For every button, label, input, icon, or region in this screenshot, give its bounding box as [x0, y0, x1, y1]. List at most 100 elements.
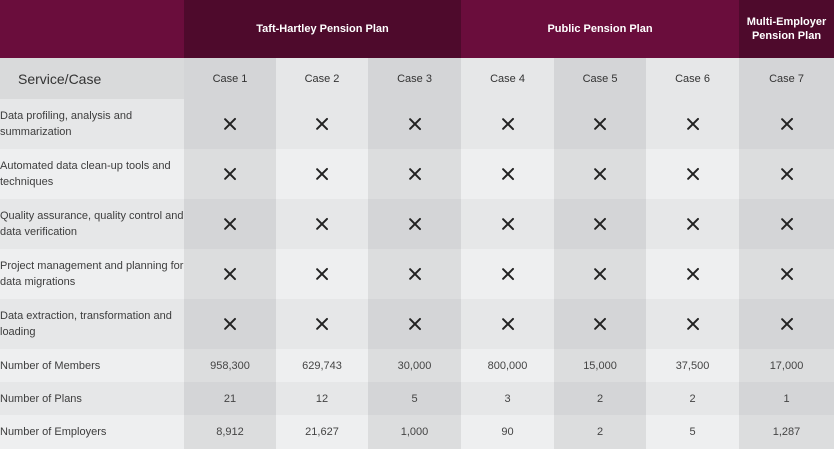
x-mark-icon	[223, 267, 237, 281]
mark-cell	[461, 149, 555, 199]
service-case-header: Service/Case	[0, 58, 184, 99]
x-mark-icon	[780, 117, 794, 131]
metric-label: Number of Members	[0, 349, 184, 382]
mark-cell	[739, 149, 834, 199]
mark-cell	[461, 199, 555, 249]
metric-value: 21,627	[276, 415, 368, 449]
metric-value: 2	[554, 415, 647, 449]
table-row: Number of Employers 8,912 21,627 1,000 90 2 5 1…	[0, 415, 834, 449]
x-mark-icon	[686, 267, 700, 281]
metric-value: 8,912	[184, 415, 276, 449]
x-mark-icon	[315, 267, 329, 281]
x-mark-icon	[593, 217, 607, 231]
x-mark-icon	[223, 117, 237, 131]
mark-cell	[276, 299, 368, 349]
x-mark-icon	[315, 167, 329, 181]
x-mark-icon	[780, 317, 794, 331]
plan-group-header-row: Taft-Hartley Pension Plan Public Pension…	[0, 0, 834, 58]
mark-cell	[461, 299, 555, 349]
case-header: Case 3	[368, 58, 462, 99]
metric-value: 37,500	[646, 349, 740, 382]
x-mark-icon	[501, 267, 515, 281]
x-mark-icon	[686, 217, 700, 231]
mark-cell	[276, 149, 368, 199]
case-header-row: Service/Case Case 1 Case 2 Case 3 Case 4…	[0, 58, 834, 99]
mark-cell	[554, 299, 647, 349]
metric-value: 2	[646, 382, 740, 415]
x-mark-icon	[223, 167, 237, 181]
mark-cell	[554, 99, 647, 149]
mark-cell	[368, 249, 462, 299]
metric-value: 958,300	[184, 349, 276, 382]
x-mark-icon	[593, 267, 607, 281]
metric-value: 629,743	[276, 349, 368, 382]
mark-cell	[739, 249, 834, 299]
mark-cell	[184, 299, 276, 349]
case-header: Case 5	[554, 58, 647, 99]
metric-value: 800,000	[461, 349, 555, 382]
service-label: Quality assurance, quality control and d…	[0, 199, 184, 249]
mark-cell	[554, 149, 647, 199]
metric-value: 21	[184, 382, 276, 415]
table-row: Quality assurance, quality control and d…	[0, 199, 834, 249]
case-header: Case 6	[646, 58, 740, 99]
x-mark-icon	[686, 317, 700, 331]
metric-value: 15,000	[554, 349, 647, 382]
x-mark-icon	[501, 117, 515, 131]
x-mark-icon	[408, 267, 422, 281]
x-mark-icon	[408, 167, 422, 181]
mark-cell	[368, 99, 462, 149]
x-mark-icon	[593, 167, 607, 181]
metric-value: 30,000	[368, 349, 462, 382]
mark-cell	[461, 249, 555, 299]
mark-cell	[276, 249, 368, 299]
metric-value: 1,287	[739, 415, 834, 449]
metric-value: 1,000	[368, 415, 462, 449]
x-mark-icon	[315, 217, 329, 231]
mark-cell	[184, 99, 276, 149]
metric-value: 5	[368, 382, 462, 415]
taft-hartley-header: Taft-Hartley Pension Plan	[184, 0, 462, 58]
mark-cell	[184, 249, 276, 299]
x-mark-icon	[501, 217, 515, 231]
table-body: Data profiling, analysis and summarizati…	[0, 99, 834, 449]
service-label: Data profiling, analysis and summarizati…	[0, 99, 184, 149]
mark-cell	[646, 99, 740, 149]
metric-label: Number of Employers	[0, 415, 184, 449]
x-mark-icon	[315, 117, 329, 131]
x-mark-icon	[593, 317, 607, 331]
mark-cell	[368, 299, 462, 349]
x-mark-icon	[408, 117, 422, 131]
metric-value: 5	[646, 415, 740, 449]
service-label: Automated data clean-up tools and techni…	[0, 149, 184, 199]
x-mark-icon	[315, 317, 329, 331]
case-header: Case 4	[461, 58, 555, 99]
table-row: Automated data clean-up tools and techni…	[0, 149, 834, 199]
metric-value: 2	[554, 382, 647, 415]
mark-cell	[184, 199, 276, 249]
table-row: Number of Members 958,300 629,743 30,000 800…	[0, 349, 834, 382]
mark-cell	[739, 299, 834, 349]
x-mark-icon	[408, 217, 422, 231]
mark-cell	[368, 149, 462, 199]
x-mark-icon	[780, 217, 794, 231]
table-row: Data extraction, transformation and load…	[0, 299, 834, 349]
x-mark-icon	[223, 217, 237, 231]
x-mark-icon	[501, 317, 515, 331]
mark-cell	[646, 249, 740, 299]
mark-cell	[646, 149, 740, 199]
service-label: Data extraction, transformation and load…	[0, 299, 184, 349]
x-mark-icon	[223, 317, 237, 331]
x-mark-icon	[780, 167, 794, 181]
mark-cell	[276, 199, 368, 249]
mark-cell	[646, 199, 740, 249]
multi-employer-header: Multi-Employer Pension Plan	[739, 0, 834, 58]
mark-cell	[739, 99, 834, 149]
metric-value: 1	[739, 382, 834, 415]
mark-cell	[739, 199, 834, 249]
x-mark-icon	[686, 117, 700, 131]
metric-value: 12	[276, 382, 368, 415]
service-label: Project management and planning for data…	[0, 249, 184, 299]
table-row: Data profiling, analysis and summarizati…	[0, 99, 834, 149]
